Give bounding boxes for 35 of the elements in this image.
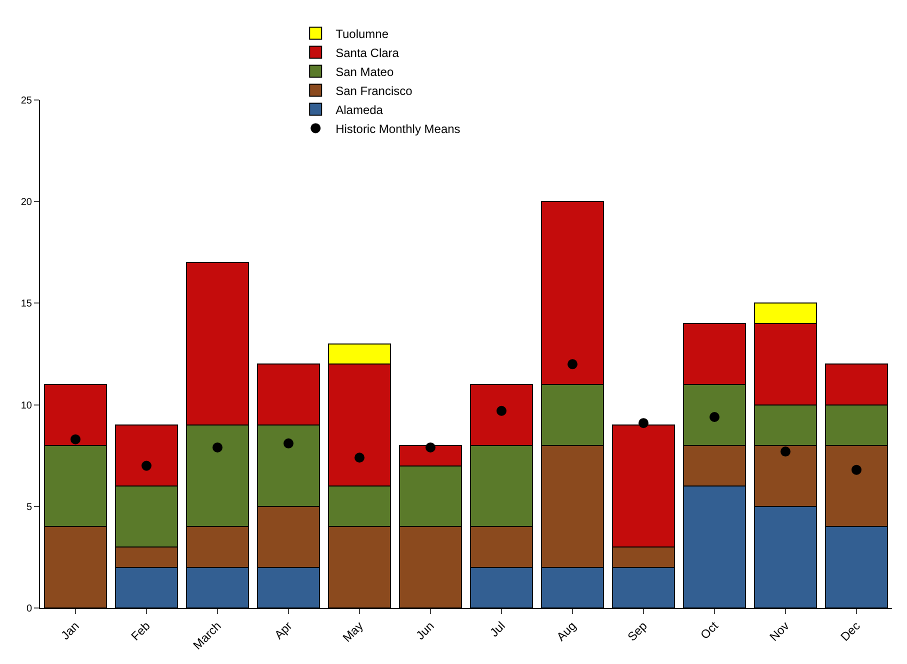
x-tick-label: Jan (58, 618, 82, 642)
point (142, 460, 152, 471)
y-tick-label: 0 (26, 604, 32, 614)
legend-label: San Francisco (336, 84, 413, 98)
point (70, 434, 80, 444)
point (638, 418, 648, 428)
legend-label: Tuolumne (336, 26, 389, 41)
y-tick-label: 15 (20, 298, 32, 310)
y-tick-label: 20 (20, 197, 32, 208)
y-tick-label: 10 (20, 400, 32, 412)
point (426, 442, 436, 452)
x-tick-label: Oct (698, 618, 722, 642)
legend-label: Santa Clara (336, 46, 400, 60)
y-tick-label: 5 (26, 502, 32, 513)
point (852, 464, 862, 475)
point (354, 452, 364, 463)
point (710, 412, 720, 422)
x-tick-label: Aug (554, 618, 579, 644)
x-tick-label: Feb (128, 618, 154, 644)
point (284, 438, 294, 448)
x-tick-label: May (340, 618, 366, 645)
legend-label: San Mateo (336, 64, 394, 79)
x-tick-label: Sep (624, 618, 650, 644)
x-tick-label: Jul (487, 618, 508, 640)
point (496, 406, 506, 416)
legend-label: Alameda (336, 102, 384, 117)
legend-label: Historic Monthly Means (336, 122, 460, 136)
x-tick-label: Dec (838, 618, 863, 644)
point (780, 446, 790, 457)
point (212, 442, 222, 452)
point (568, 359, 578, 370)
x-tick-label: Nov (766, 618, 792, 644)
x-tick-label: Jun (413, 618, 437, 642)
y-tick-label: 25 (20, 96, 32, 106)
x-tick-label: Apr (272, 618, 295, 642)
